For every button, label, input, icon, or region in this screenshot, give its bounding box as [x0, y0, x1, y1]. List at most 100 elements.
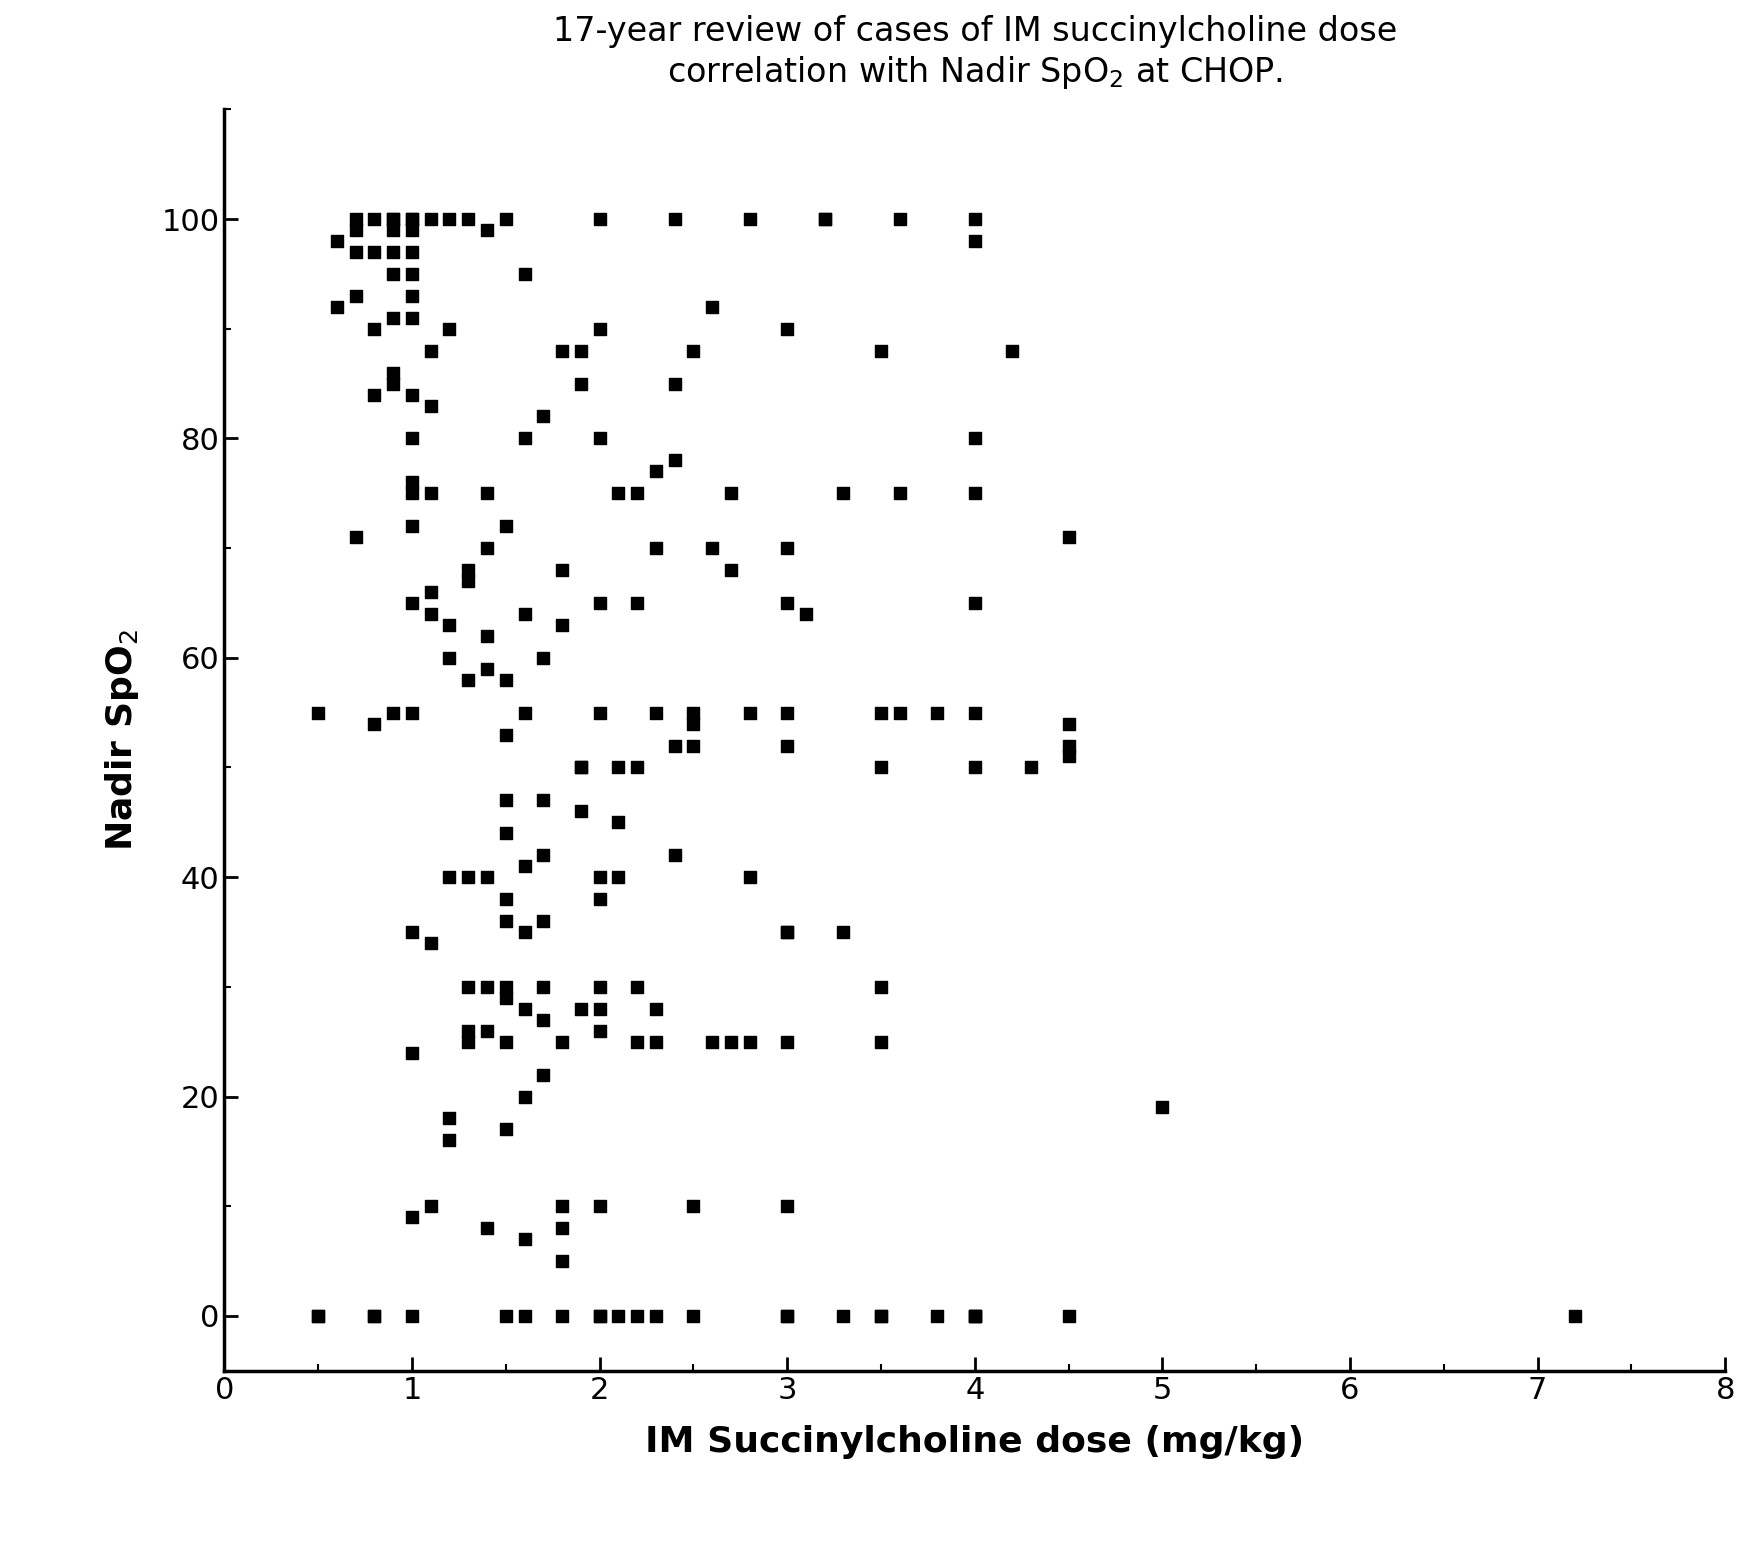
Point [492, 1029, 520, 1054]
Point [473, 975, 500, 999]
Point [511, 261, 539, 286]
Point [324, 228, 352, 253]
Point [397, 206, 425, 231]
Point [416, 481, 444, 506]
Point [567, 996, 595, 1021]
Point [623, 975, 651, 999]
Point [548, 1193, 576, 1218]
Point [774, 535, 802, 560]
Point [810, 206, 838, 231]
Point [698, 535, 726, 560]
Point [961, 700, 989, 725]
Point [997, 338, 1026, 363]
Point [528, 646, 556, 670]
Point [679, 1193, 707, 1218]
Point [774, 1304, 802, 1329]
Point [436, 317, 464, 341]
Point [492, 886, 520, 911]
Point [660, 371, 688, 396]
Point [1055, 1304, 1083, 1329]
Point [735, 700, 763, 725]
Point [397, 217, 425, 242]
Point [455, 1018, 483, 1043]
Point [866, 1304, 894, 1329]
Point [436, 864, 464, 889]
Point [567, 799, 595, 824]
Point [473, 656, 500, 681]
Point [492, 667, 520, 692]
Point [397, 481, 425, 506]
Point [830, 1304, 858, 1329]
Point [473, 1215, 500, 1240]
Point [380, 206, 408, 231]
Point [380, 239, 408, 264]
Point [548, 557, 576, 582]
Point [492, 1304, 520, 1329]
Point [360, 239, 388, 264]
Point [492, 821, 520, 846]
Point [604, 754, 632, 779]
Point [341, 217, 369, 242]
Point [548, 1029, 576, 1054]
Point [924, 1304, 952, 1329]
Point [961, 1304, 989, 1329]
Point [380, 261, 408, 286]
Point [866, 754, 894, 779]
Point [886, 481, 914, 506]
Point [436, 613, 464, 638]
Point [397, 206, 425, 231]
Point [548, 1215, 576, 1240]
Point [586, 317, 614, 341]
Point [866, 338, 894, 363]
Point [774, 920, 802, 945]
Point [866, 1304, 894, 1329]
Point [679, 1304, 707, 1329]
Point [397, 920, 425, 945]
Point [360, 206, 388, 231]
Point [397, 382, 425, 407]
Point [961, 206, 989, 231]
Point [698, 295, 726, 320]
Point [623, 754, 651, 779]
Point [679, 711, 707, 736]
Point [774, 920, 802, 945]
Point [961, 1304, 989, 1329]
Point [604, 864, 632, 889]
Point [660, 733, 688, 757]
Point [397, 284, 425, 309]
Point [511, 1304, 539, 1329]
Point [360, 317, 388, 341]
Point [416, 1193, 444, 1218]
Point [1561, 1304, 1589, 1329]
Point [548, 613, 576, 638]
Point [473, 624, 500, 649]
Point [511, 425, 539, 450]
Point [866, 700, 894, 725]
Point [397, 1040, 425, 1065]
Point [304, 700, 332, 725]
Point [492, 1117, 520, 1142]
Point [924, 700, 952, 725]
Title: 17-year review of cases of IM succinylcholine dose
correlation with Nadir SpO$_2: 17-year review of cases of IM succinylch… [553, 16, 1396, 90]
Point [830, 920, 858, 945]
Point [774, 1193, 802, 1218]
Point [380, 360, 408, 385]
Point [961, 425, 989, 450]
Point [774, 700, 802, 725]
Point [416, 602, 444, 627]
Point [455, 667, 483, 692]
Point [586, 975, 614, 999]
Point [416, 579, 444, 604]
Point [961, 481, 989, 506]
Y-axis label: Nadir SpO$_2$: Nadir SpO$_2$ [103, 629, 140, 850]
Point [886, 700, 914, 725]
Point [586, 886, 614, 911]
Point [473, 217, 500, 242]
Point [642, 700, 670, 725]
Point [1148, 1096, 1176, 1121]
Point [830, 481, 858, 506]
Point [528, 788, 556, 813]
Point [567, 754, 595, 779]
Point [397, 306, 425, 331]
Point [623, 1029, 651, 1054]
